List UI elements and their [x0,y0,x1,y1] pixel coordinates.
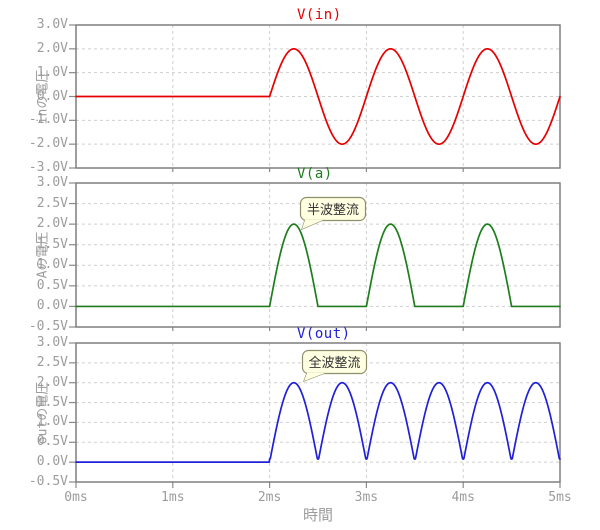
x-axis-label: 時間 [302,506,333,524]
y-tick-label: 0.0V [36,454,68,470]
y-tick-label: 0.5V [36,434,68,450]
plot-title-va: V(a) [297,166,333,182]
x-tick-label: 3ms [354,490,379,505]
x-tick-label: 0ms [64,490,88,505]
y-tick-label: 3.0V [36,335,68,350]
y-tick-label: 1.0V [36,257,68,273]
y-tick-label: 1.0V [36,414,68,430]
y-tick-label: 2.0V [36,40,68,56]
y-tick-label: -0.5V [28,474,68,489]
y-tick-label: 0.0V [36,298,68,314]
plot-area-va [69,182,561,331]
y-tick-label: 0.5V [36,277,68,293]
annotation-text-fullwave: 全波整流 [308,355,360,370]
annotation-callout-halfwave: 半波整流 [299,196,367,231]
plot-title-vin: V(in) [297,7,342,23]
waveform-V(a) [75,223,561,308]
y-tick-label: 2.0V [36,216,68,232]
plot-title-vout: V(out) [297,326,351,342]
y-tick-label: 0.0V [36,88,68,104]
waveform-V(in) [75,47,561,146]
callout-bubble [299,196,367,222]
plot-area-vout [69,342,561,488]
x-tick-label: 4ms [451,490,475,505]
y-tick-label: 1.5V [36,394,68,410]
y-tick-label: 3.0V [36,17,68,32]
x-tick-label: 1ms [161,490,185,505]
y-tick-label: 2.0V [36,374,68,390]
waveform-V(out) [75,381,561,463]
y-tick-label: 1.0V [36,64,68,80]
y-tick-label: 2.5V [36,354,68,370]
y-tick-label: 3.0V [36,175,68,190]
y-tick-label: -3.0V [28,160,68,175]
callout-tail-fill [304,373,325,381]
y-tick-label: -0.5V [28,319,68,334]
plot-area-vin [69,24,561,172]
callout-bubble [301,349,368,375]
callout-tail-fill [302,220,323,229]
y-tick-label: 2.5V [36,195,68,211]
annotation-text-halfwave: 半波整流 [307,202,359,217]
annotation-callout-fullwave: 全波整流 [301,349,368,383]
y-tick-label: 1.5V [36,236,68,252]
x-tick-label: 2ms [257,490,282,505]
x-tick-label: 5ms [548,490,572,505]
y-tick-label: -2.0V [28,136,68,152]
y-tick-label: -1.0V [28,112,68,128]
